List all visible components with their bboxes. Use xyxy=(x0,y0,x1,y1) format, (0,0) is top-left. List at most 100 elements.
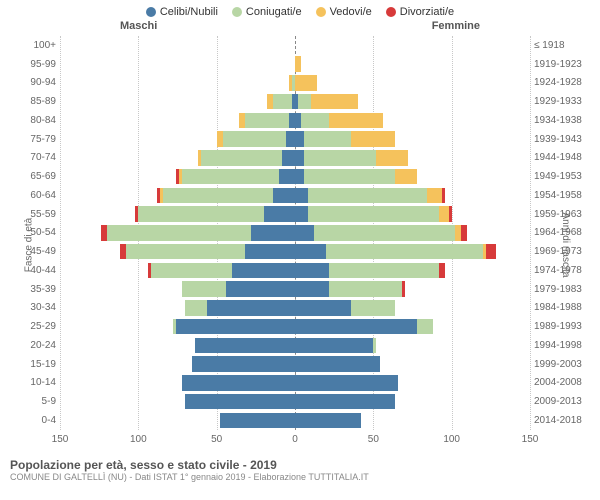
legend-item: Vedovi/e xyxy=(316,6,372,18)
stacked-bar xyxy=(176,169,295,184)
segment-celibi xyxy=(295,263,329,278)
x-axis-ticks: 15010050050100150 xyxy=(60,434,530,448)
segment-coniugati xyxy=(308,206,440,221)
male-side xyxy=(60,280,295,299)
rows: 100+≤ 191895-991919-192390-941924-192885… xyxy=(60,36,530,430)
age-row: 95-991919-1923 xyxy=(60,55,530,74)
female-side xyxy=(295,74,530,93)
legend-item: Celibi/Nubili xyxy=(146,6,218,18)
segment-celibi xyxy=(282,150,295,165)
bars-wrap xyxy=(60,317,530,336)
age-row: 15-191999-2003 xyxy=(60,355,530,374)
x-tick: 150 xyxy=(52,434,69,445)
male-side xyxy=(60,92,295,111)
segment-coniugati xyxy=(351,300,395,315)
x-tick: 50 xyxy=(368,434,379,445)
age-label: 30-34 xyxy=(22,302,56,313)
segment-celibi xyxy=(295,131,304,146)
female-side xyxy=(295,411,530,430)
legend-label: Vedovi/e xyxy=(330,6,372,18)
male-side xyxy=(60,392,295,411)
legend-swatch xyxy=(146,7,156,17)
segment-celibi xyxy=(295,150,304,165)
year-label: 1934-1938 xyxy=(534,115,592,126)
female-side xyxy=(295,186,530,205)
bars-wrap xyxy=(60,167,530,186)
age-row: 70-741944-1948 xyxy=(60,149,530,168)
segment-divorziati xyxy=(439,263,445,278)
male-side xyxy=(60,205,295,224)
male-side xyxy=(60,411,295,430)
segment-coniugati xyxy=(201,150,282,165)
year-label: 2009-2013 xyxy=(534,396,592,407)
female-side xyxy=(295,336,530,355)
legend-swatch xyxy=(232,7,242,17)
year-label: 1979-1983 xyxy=(534,284,592,295)
age-label: 60-64 xyxy=(22,190,56,201)
segment-coniugati xyxy=(298,94,311,109)
segment-celibi xyxy=(295,206,308,221)
x-tick: 150 xyxy=(522,434,539,445)
male-side xyxy=(60,224,295,243)
segment-coniugati xyxy=(326,244,483,259)
stacked-bar xyxy=(239,113,295,128)
male-side xyxy=(60,299,295,318)
stacked-bar xyxy=(185,394,295,409)
male-side xyxy=(60,149,295,168)
stacked-bar xyxy=(120,244,295,259)
bars-wrap xyxy=(60,224,530,243)
age-label: 35-39 xyxy=(22,284,56,295)
age-row: 10-142004-2008 xyxy=(60,374,530,393)
legend-item: Divorziati/e xyxy=(386,6,454,18)
age-label: 10-14 xyxy=(22,377,56,388)
stacked-bar xyxy=(192,356,295,371)
segment-celibi xyxy=(295,188,308,203)
segment-vedovi xyxy=(395,169,417,184)
stacked-bar xyxy=(295,94,358,109)
year-label: 1949-1953 xyxy=(534,171,592,182)
female-side xyxy=(295,92,530,111)
bars-wrap xyxy=(60,149,530,168)
age-row: 5-92009-2013 xyxy=(60,392,530,411)
bars-wrap xyxy=(60,374,530,393)
male-side xyxy=(60,242,295,261)
column-headers: Maschi Femmine xyxy=(0,20,600,36)
legend-swatch xyxy=(386,7,396,17)
segment-celibi xyxy=(264,206,295,221)
year-label: ≤ 1918 xyxy=(534,40,592,51)
segment-celibi xyxy=(295,413,361,428)
year-label: 1999-2003 xyxy=(534,359,592,370)
stacked-bar xyxy=(182,281,295,296)
female-side xyxy=(295,299,530,318)
age-row: 45-491969-1973 xyxy=(60,242,530,261)
stacked-bar xyxy=(295,188,445,203)
segment-celibi xyxy=(195,338,295,353)
age-label: 15-19 xyxy=(22,359,56,370)
female-side xyxy=(295,317,530,336)
segment-vedovi xyxy=(439,206,448,221)
segment-celibi xyxy=(176,319,295,334)
segment-celibi xyxy=(207,300,295,315)
bars-wrap xyxy=(60,55,530,74)
bars-wrap xyxy=(60,186,530,205)
chart-subtitle: COMUNE DI GALTELLÌ (NU) - Dati ISTAT 1° … xyxy=(10,472,590,482)
segment-vedovi xyxy=(427,188,443,203)
segment-coniugati xyxy=(182,281,226,296)
age-label: 65-69 xyxy=(22,171,56,182)
stacked-bar xyxy=(295,319,433,334)
stacked-bar xyxy=(295,206,452,221)
segment-coniugati xyxy=(151,263,232,278)
age-row: 100+≤ 1918 xyxy=(60,36,530,55)
stacked-bar xyxy=(295,300,395,315)
segment-coniugati xyxy=(126,244,245,259)
segment-divorziati xyxy=(461,225,467,240)
header-female: Femmine xyxy=(432,20,480,32)
stacked-bar xyxy=(295,131,395,146)
bars-wrap xyxy=(60,336,530,355)
age-row: 35-391979-1983 xyxy=(60,280,530,299)
segment-coniugati xyxy=(329,263,439,278)
segment-vedovi xyxy=(295,75,317,90)
female-side xyxy=(295,374,530,393)
female-side xyxy=(295,111,530,130)
segment-coniugati xyxy=(308,188,427,203)
